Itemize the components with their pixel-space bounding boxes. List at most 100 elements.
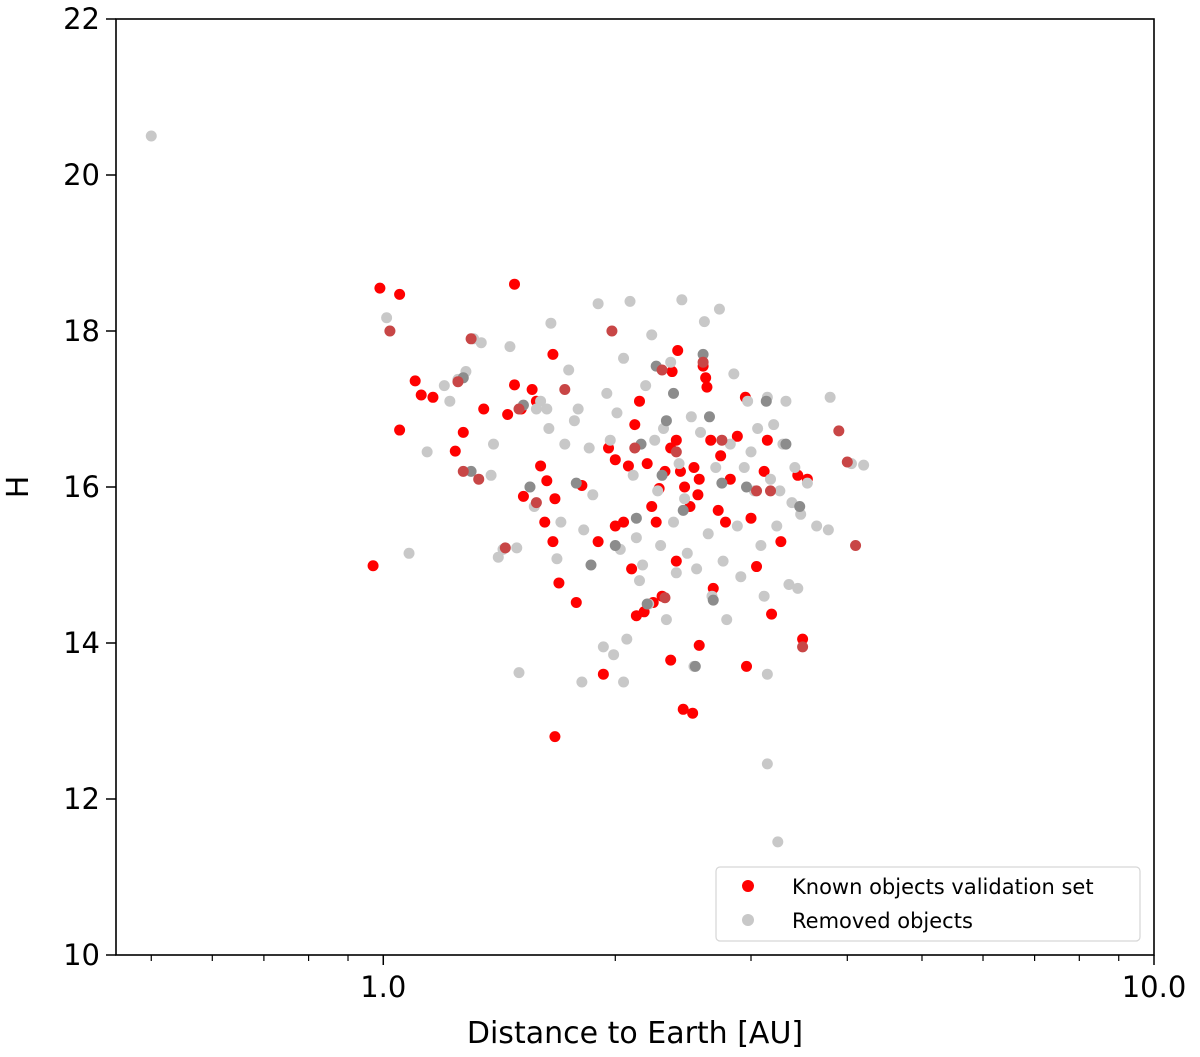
data-point xyxy=(761,434,773,446)
data-point xyxy=(409,375,421,387)
data-point xyxy=(687,707,699,719)
data-point xyxy=(668,516,680,528)
data-point xyxy=(665,654,677,666)
data-point xyxy=(780,438,792,450)
y-tick-label: 16 xyxy=(63,470,100,504)
data-point xyxy=(703,411,715,423)
data-point xyxy=(421,446,433,458)
data-point xyxy=(511,542,523,554)
series-3 xyxy=(384,325,862,653)
data-point xyxy=(721,614,733,626)
data-point xyxy=(509,278,521,290)
data-point xyxy=(145,130,157,142)
data-point xyxy=(513,403,525,415)
data-point xyxy=(811,520,823,532)
data-point xyxy=(587,489,599,501)
data-point xyxy=(771,520,783,532)
data-point xyxy=(630,610,642,622)
axes-frame xyxy=(115,18,1155,956)
data-point xyxy=(374,282,386,294)
data-point xyxy=(438,380,450,392)
data-point xyxy=(724,438,736,450)
data-point xyxy=(539,516,551,528)
data-point xyxy=(679,481,691,493)
data-point xyxy=(618,352,630,364)
data-point xyxy=(693,473,705,485)
data-point xyxy=(760,395,772,407)
series-2 xyxy=(457,348,806,672)
data-point xyxy=(629,419,641,431)
data-point xyxy=(751,561,763,573)
data-point xyxy=(665,356,677,368)
y-tick-label: 20 xyxy=(63,158,100,192)
data-point xyxy=(681,547,693,559)
data-point xyxy=(741,660,753,672)
data-point xyxy=(677,504,689,516)
data-point xyxy=(731,520,743,532)
data-point xyxy=(568,415,580,427)
data-point xyxy=(541,403,553,415)
legend-label-removed: Removed objects xyxy=(792,909,973,933)
data-point xyxy=(394,424,406,436)
data-point xyxy=(789,462,801,473)
y-tick-label: 10 xyxy=(63,938,100,972)
data-point xyxy=(444,395,456,407)
data-point xyxy=(597,641,609,653)
data-point xyxy=(752,423,764,434)
data-point xyxy=(618,676,630,688)
data-point xyxy=(367,560,379,572)
data-point xyxy=(652,485,664,497)
data-point xyxy=(692,489,704,501)
data-point xyxy=(650,516,662,528)
data-point xyxy=(559,384,571,395)
data-point xyxy=(659,592,671,604)
data-point xyxy=(449,445,461,457)
data-point xyxy=(685,411,697,423)
data-point xyxy=(526,384,538,395)
data-point xyxy=(741,481,753,493)
y-axis-title: H xyxy=(1,476,36,499)
series-0 xyxy=(367,278,813,743)
data-point xyxy=(559,438,571,450)
data-point xyxy=(824,391,836,403)
data-point xyxy=(742,395,754,407)
data-point xyxy=(697,356,709,368)
data-point xyxy=(705,434,717,446)
y-tick-label: 18 xyxy=(63,314,100,348)
data-point xyxy=(833,425,845,437)
data-point xyxy=(509,379,521,391)
legend-marker-removed xyxy=(742,914,754,926)
x-tick-label: 1.0 xyxy=(360,970,406,1004)
data-point xyxy=(530,403,542,415)
data-point xyxy=(626,563,638,575)
data-point xyxy=(656,469,668,481)
data-point xyxy=(473,473,485,485)
data-point xyxy=(611,407,623,419)
data-point xyxy=(858,459,870,471)
data-point xyxy=(716,477,728,489)
data-point xyxy=(475,337,487,349)
data-point xyxy=(660,614,672,626)
data-point xyxy=(797,633,809,645)
data-point xyxy=(689,660,701,672)
data-point xyxy=(670,434,682,446)
data-point xyxy=(535,460,547,472)
data-point xyxy=(731,430,743,442)
data-point xyxy=(774,485,786,497)
data-point xyxy=(585,559,597,571)
data-point xyxy=(570,596,582,608)
legend-marker-known xyxy=(742,880,754,892)
data-point xyxy=(553,577,565,589)
data-point xyxy=(415,389,427,401)
data-point xyxy=(775,536,787,548)
data-point xyxy=(601,387,613,399)
data-point xyxy=(524,481,536,493)
data-point xyxy=(608,649,620,661)
data-point xyxy=(765,473,777,485)
data-point xyxy=(724,473,736,485)
data-point xyxy=(597,668,609,680)
data-point xyxy=(543,423,555,434)
data-point xyxy=(578,524,590,536)
data-point xyxy=(768,419,780,431)
data-point xyxy=(576,676,588,688)
